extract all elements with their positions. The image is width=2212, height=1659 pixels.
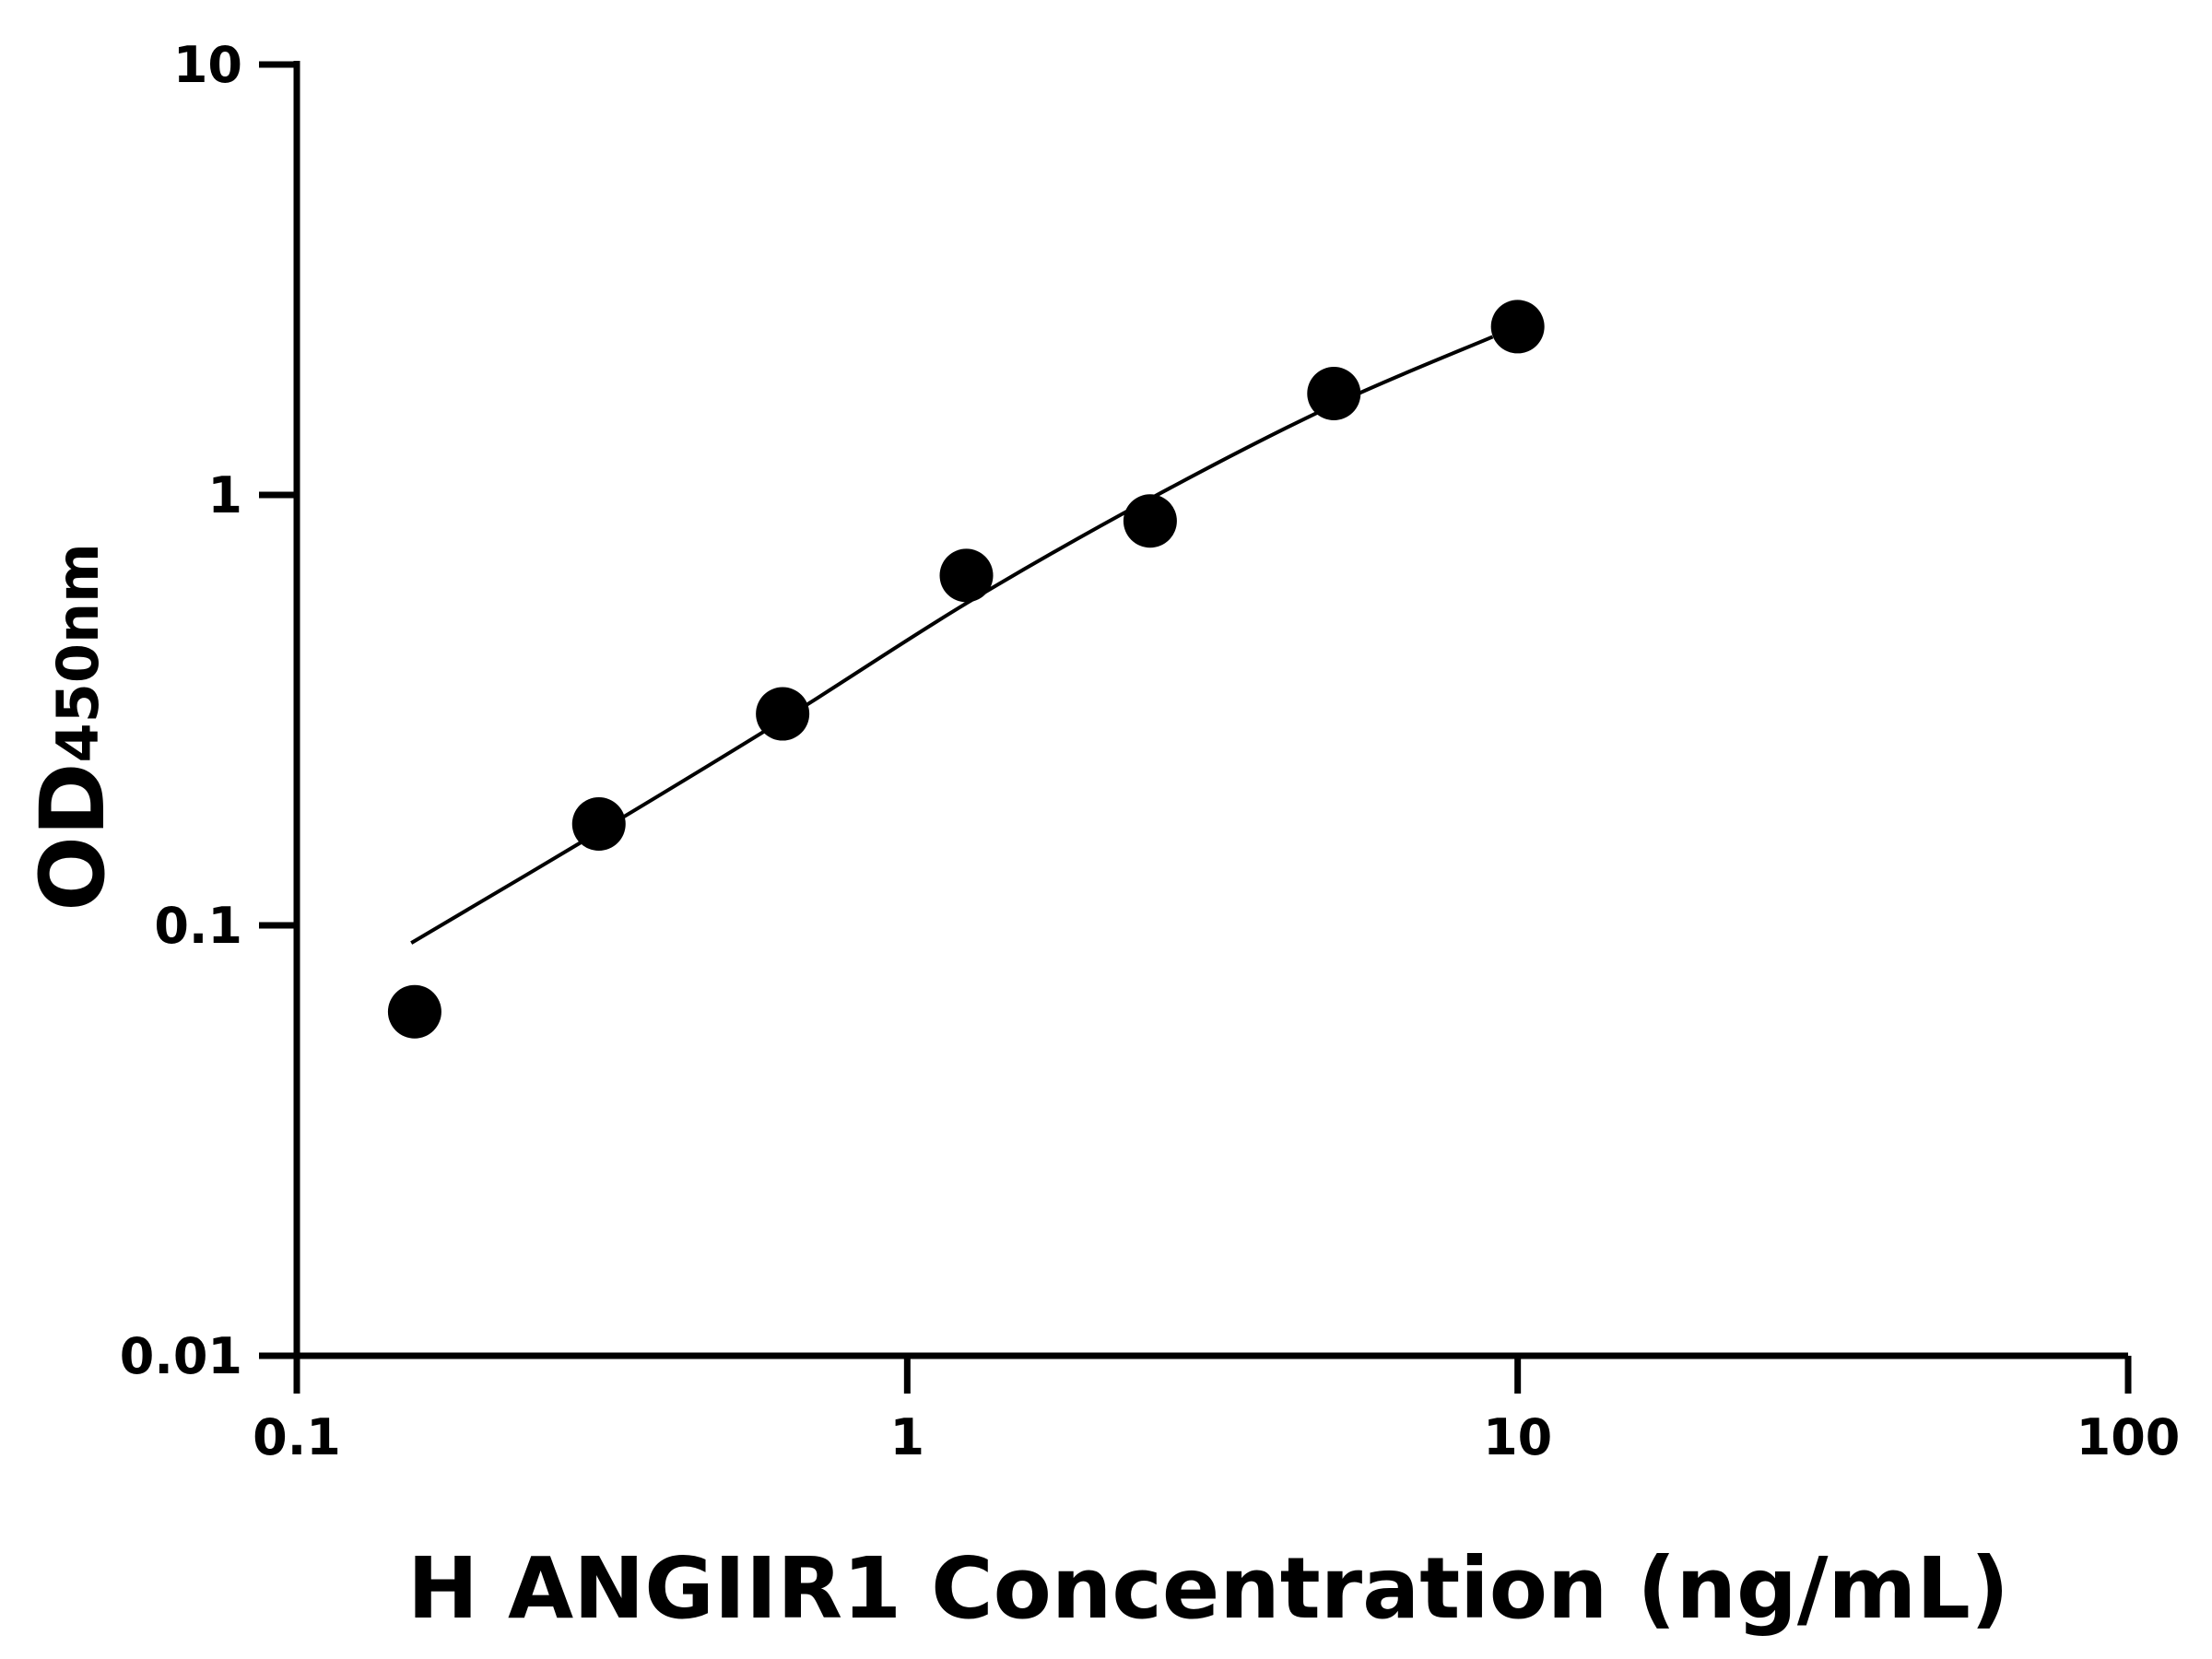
data-point: [1123, 494, 1177, 548]
y-axis-title: OD450nm: [21, 543, 124, 911]
data-point: [387, 984, 441, 1039]
y-axis-title-main: OD: [21, 762, 124, 911]
y-tick-label: 10: [173, 36, 242, 94]
x-tick-label: 10: [1483, 1408, 1552, 1466]
data-point: [1490, 300, 1545, 354]
data-point: [571, 797, 626, 852]
data-point: [1307, 367, 1361, 421]
y-tick-label: 1: [207, 466, 242, 524]
y-tick-label: 0.1: [154, 897, 242, 955]
x-tick-label: 1: [890, 1408, 925, 1466]
data-point: [756, 687, 810, 741]
x-tick-label: 0.1: [253, 1408, 341, 1466]
x-axis-title: H ANGIIR1 Concentration (ng/mL): [407, 1539, 2009, 1638]
y-tick-label: 0.01: [120, 1327, 242, 1385]
y-axis-title-sub: 450nm: [44, 543, 112, 762]
data-point: [939, 548, 994, 603]
x-tick-label: 100: [2077, 1408, 2181, 1466]
fit-curve-line: [410, 335, 1494, 945]
